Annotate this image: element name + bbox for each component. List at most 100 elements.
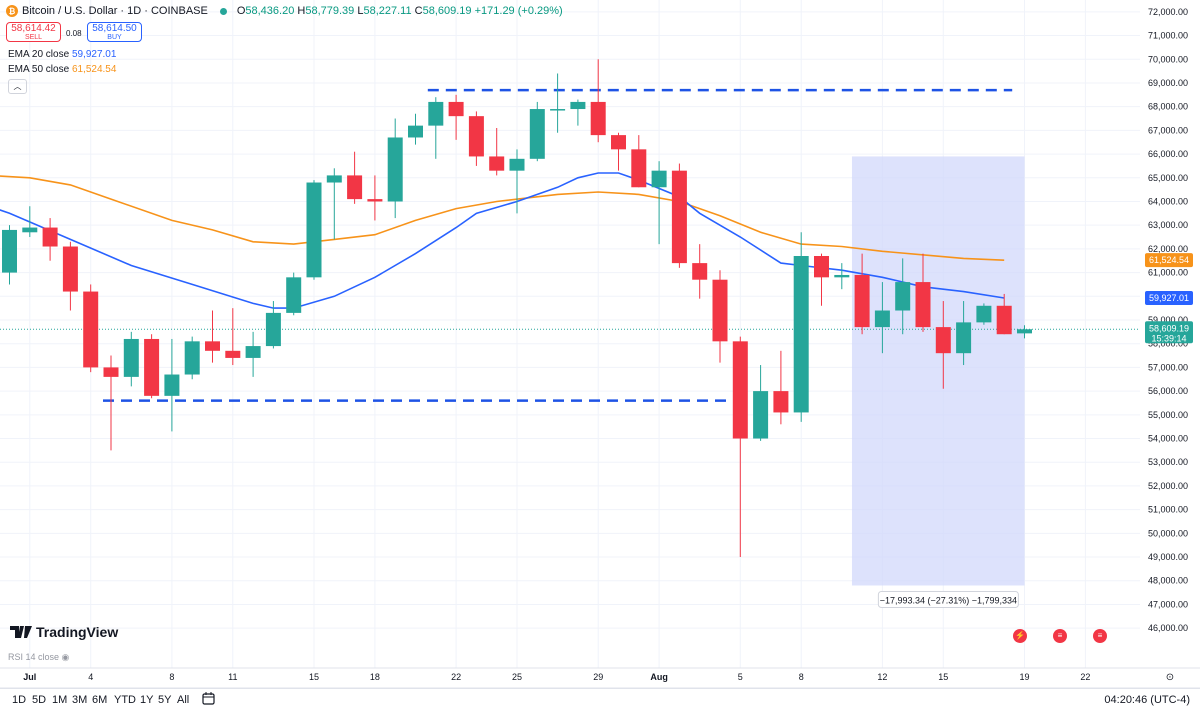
time-tick-label: 22 xyxy=(451,672,461,682)
timeframe-1d[interactable]: 1D xyxy=(12,694,27,706)
candles xyxy=(2,59,1032,558)
ema20-price-tag xyxy=(1145,291,1193,306)
candle-body xyxy=(387,137,403,202)
brand-name: TradingView xyxy=(36,624,119,640)
high-value: 58,779.39 xyxy=(305,5,355,17)
time-tick-label: 15 xyxy=(309,672,319,682)
timeframe-3m[interactable]: 3M xyxy=(72,694,88,706)
candle-body xyxy=(1017,329,1032,334)
candle-body xyxy=(814,256,829,278)
eye-icon[interactable]: ◉ xyxy=(61,652,70,662)
countdown-label: 15:39:14 xyxy=(1151,333,1186,343)
candle-body xyxy=(550,109,566,111)
ema50-value: 61,524.54 xyxy=(71,64,117,75)
us-flag-event-icon[interactable]: ≡ xyxy=(1093,629,1107,643)
price-tick-label: 52,000.00 xyxy=(1148,481,1188,491)
buy-button[interactable]: 58,614.50 BUY xyxy=(87,22,142,42)
close-value: 58,609.19 xyxy=(422,5,472,17)
lightning-event-icon[interactable]: ⚡ xyxy=(1013,629,1027,643)
candle-body xyxy=(793,256,809,413)
us-flag-event-icon[interactable]: ≡ xyxy=(1053,629,1067,643)
price-tick-label: 69,000.00 xyxy=(1148,78,1188,88)
price-tick-label: 47,000.00 xyxy=(1148,599,1188,609)
candle-body xyxy=(103,367,119,377)
candle-body xyxy=(62,246,78,292)
price-tick-label: 63,000.00 xyxy=(1148,220,1188,230)
rsi-legend[interactable]: RSI 14 close ◉ xyxy=(8,652,69,663)
price-tick-label: 66,000.00 xyxy=(1148,149,1188,159)
price-tick-label: 54,000.00 xyxy=(1148,434,1188,444)
range-label: −17,993.34 (−27.31%) −1,799,334 xyxy=(880,595,1017,605)
timeframe-all[interactable]: All xyxy=(177,694,190,706)
ema20-legend[interactable]: EMA 20 close 59,927.01 xyxy=(8,49,116,60)
time-tick-label: 5 xyxy=(738,672,743,682)
candle-body xyxy=(205,341,220,351)
candle-body xyxy=(590,101,606,136)
buy-label: BUY xyxy=(107,34,122,41)
price-tick-label: 51,000.00 xyxy=(1148,505,1188,515)
candle-body xyxy=(286,277,302,313)
time-axis: Jul 4 8 11 15 18 22 25 29 Aug 5 8 12 15 19 22 ⊙ xyxy=(23,672,1174,683)
ema50-label: EMA 50 close xyxy=(8,64,70,75)
candle-body xyxy=(448,101,464,117)
ema50-price-tag xyxy=(1145,253,1193,268)
sell-price: 58,614.42 xyxy=(11,23,56,34)
clock[interactable]: 04:20:46 (UTC-4) xyxy=(1104,694,1190,706)
candle-body xyxy=(976,305,992,323)
candle-body xyxy=(428,101,444,126)
price-tick-label: 67,000.00 xyxy=(1148,125,1188,135)
ema20-price-label: 59,927.01 xyxy=(1149,293,1189,303)
last-price-tag xyxy=(1145,321,1193,344)
time-tick-label: 15 xyxy=(938,672,948,682)
date-range-icon[interactable] xyxy=(202,692,216,709)
price-tick-label: 59,000.00 xyxy=(1148,315,1188,325)
ema50-price-label: 61,524.54 xyxy=(1149,255,1189,265)
candle-body xyxy=(164,374,180,396)
change-value: +171.29 (+0.29%) xyxy=(474,5,563,17)
candle-body xyxy=(651,170,667,188)
candle-body xyxy=(468,116,484,157)
candle-body xyxy=(692,263,708,280)
price-tick-label: 70,000.00 xyxy=(1148,54,1188,64)
timeframe-6m[interactable]: 6M xyxy=(92,694,108,706)
candle-body xyxy=(671,170,687,264)
price-tick-label: 48,000.00 xyxy=(1148,576,1188,586)
timeframe-1m[interactable]: 1M xyxy=(52,694,68,706)
price-chart[interactable]: −17,993.34 (−27.31%) −1,799,334 46,000.0… xyxy=(0,0,1200,688)
candle-body xyxy=(529,109,545,159)
price-tick-label: 72,000.00 xyxy=(1148,7,1188,17)
horizontal-levels xyxy=(0,88,1140,402)
time-tick-label: 29 xyxy=(593,672,603,682)
candle-body xyxy=(489,156,505,171)
ema50-line xyxy=(0,175,1005,261)
candle-body xyxy=(184,341,200,375)
time-tick-label: 4 xyxy=(88,672,93,682)
candle-body xyxy=(367,199,383,202)
ema20-value: 59,927.01 xyxy=(71,49,117,60)
candle-body xyxy=(956,322,972,354)
time-tick-label: 18 xyxy=(370,672,380,682)
timeframe-ytd[interactable]: YTD xyxy=(114,694,136,706)
price-tick-label: 57,000.00 xyxy=(1148,362,1188,372)
ema50-legend[interactable]: EMA 50 close 61,524.54 xyxy=(8,64,116,75)
tradingview-mark-icon xyxy=(10,626,32,638)
time-tick-label: 25 xyxy=(512,672,522,682)
sell-button[interactable]: 58,614.42 SELL xyxy=(6,22,61,42)
axis-settings-icon: ⊙ xyxy=(1166,672,1174,683)
price-tick-label: 61,000.00 xyxy=(1148,268,1188,278)
timeframe-5d[interactable]: 5D xyxy=(32,694,47,706)
ema20-label: EMA 20 close xyxy=(8,49,70,60)
candle-body xyxy=(712,279,728,342)
collapse-legend-icon[interactable]: ︿ xyxy=(8,79,27,94)
price-tick-label: 62,000.00 xyxy=(1148,244,1188,254)
candle-body xyxy=(611,135,626,150)
timeframe-1y[interactable]: 1Y xyxy=(140,694,154,706)
open-value: 58,436.20 xyxy=(245,5,295,17)
timeframe-5y[interactable]: 5Y xyxy=(158,694,172,706)
price-tick-label: 58,000.00 xyxy=(1148,339,1188,349)
range-box xyxy=(851,156,1025,586)
symbol-title[interactable]: Bitcoin / U.S. Dollar · 1D · COINBASE xyxy=(22,5,208,17)
price-tick-label: 56,000.00 xyxy=(1148,386,1188,396)
candle-body xyxy=(2,229,17,273)
price-tick-label: 46,000.00 xyxy=(1148,623,1188,633)
